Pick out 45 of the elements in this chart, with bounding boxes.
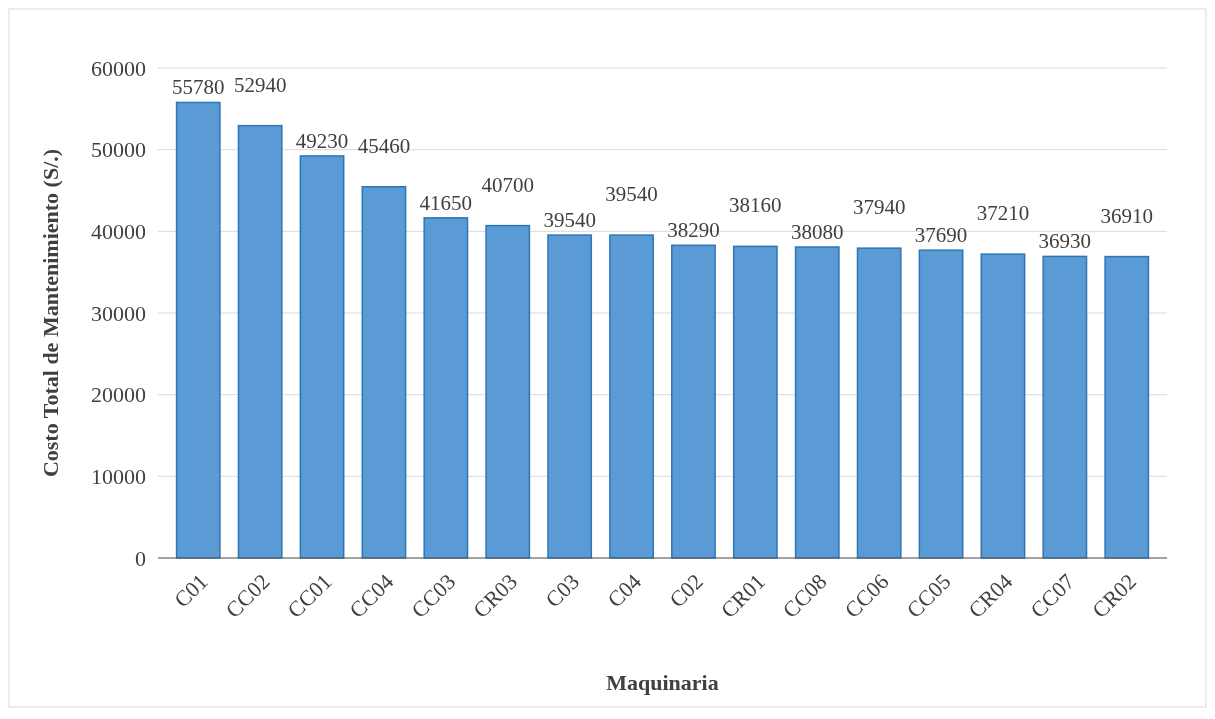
data-label: 38080 xyxy=(791,220,844,245)
data-label: 37210 xyxy=(976,201,1030,226)
bar xyxy=(299,155,345,559)
data-label: 41650 xyxy=(419,190,473,215)
bar xyxy=(547,234,593,559)
data-label: 37690 xyxy=(914,223,968,248)
data-label: 52940 xyxy=(233,72,287,97)
data-label: 45460 xyxy=(357,133,411,158)
y-tick-label: 60000 xyxy=(91,55,146,81)
x-tick-label: C01 xyxy=(169,568,213,613)
y-tick-label: 0 xyxy=(135,545,146,571)
data-label: 37940 xyxy=(852,195,906,220)
x-axis-title: Maquinaria xyxy=(606,670,719,695)
bar xyxy=(856,247,902,559)
bar xyxy=(671,244,716,559)
bar xyxy=(794,246,840,559)
data-label: 39540 xyxy=(605,182,658,207)
data-label: 49230 xyxy=(295,128,349,153)
y-tick-label: 30000 xyxy=(91,300,146,326)
bar xyxy=(1042,255,1088,559)
data-label: 39540 xyxy=(543,208,596,233)
bar xyxy=(609,234,654,559)
x-tick-label: C03 xyxy=(540,568,585,613)
y-axis-title: Costo Total de Mantenimiento (S/.) xyxy=(38,148,63,478)
bar xyxy=(918,249,964,559)
data-label: 55780 xyxy=(171,75,225,100)
data-label: 36930 xyxy=(1038,229,1092,254)
bar xyxy=(1104,255,1150,559)
bar xyxy=(485,224,531,559)
data-label: 36910 xyxy=(1100,203,1154,228)
bar xyxy=(980,253,1026,559)
y-tick-label: 40000 xyxy=(91,219,146,245)
data-label: 38160 xyxy=(729,193,782,218)
data-label: 38290 xyxy=(667,218,720,243)
y-tick-label: 50000 xyxy=(91,137,146,163)
y-tick-label: 10000 xyxy=(91,464,146,490)
y-tick-label: 20000 xyxy=(91,382,146,408)
bar xyxy=(732,245,778,559)
bar xyxy=(175,101,221,559)
bar xyxy=(423,217,469,559)
x-tick-label: C04 xyxy=(602,568,646,613)
bar xyxy=(237,124,283,559)
bar xyxy=(361,185,407,559)
x-tick-label: C02 xyxy=(664,568,708,613)
data-label: 40700 xyxy=(481,172,534,197)
